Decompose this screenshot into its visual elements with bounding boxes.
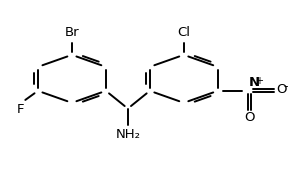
Text: O: O: [244, 111, 255, 124]
Text: O: O: [276, 83, 286, 96]
Text: Br: Br: [65, 26, 79, 39]
Text: -: -: [283, 80, 288, 93]
Text: NH₂: NH₂: [115, 128, 140, 141]
Text: N: N: [248, 76, 259, 90]
Text: Cl: Cl: [177, 26, 190, 39]
Text: F: F: [17, 103, 24, 116]
Text: +: +: [255, 76, 263, 86]
